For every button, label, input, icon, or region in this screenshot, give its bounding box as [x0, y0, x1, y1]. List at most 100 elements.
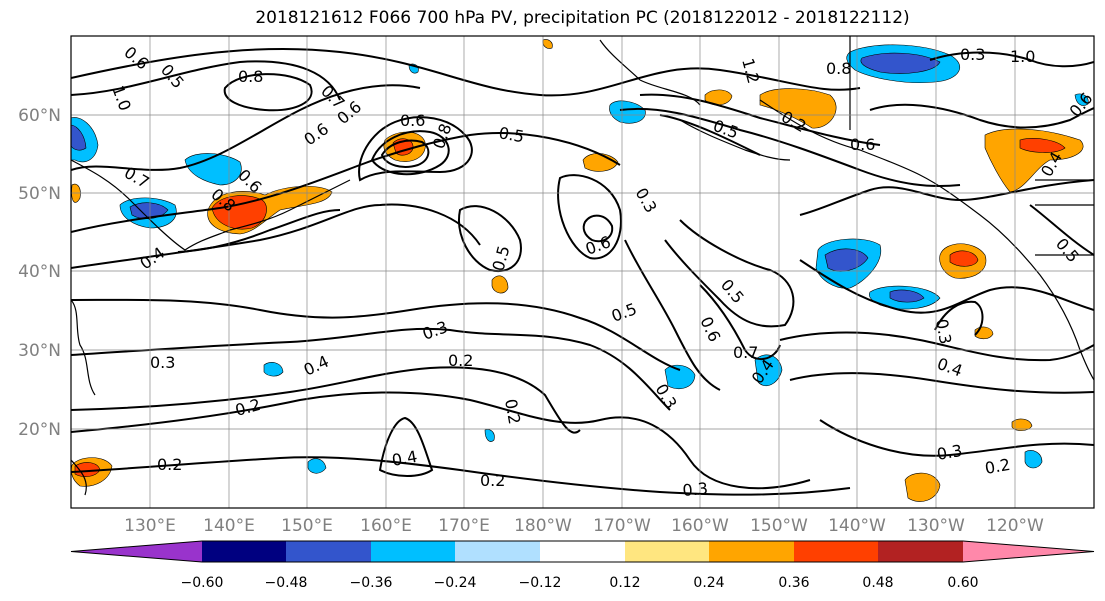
pv-contour-line — [71, 366, 581, 434]
colorbar-segment — [625, 541, 709, 562]
coastline — [229, 179, 351, 231]
colorbar-tick-label: −0.48 — [265, 575, 308, 591]
pv-contour-line — [71, 47, 861, 97]
lat-label: 50°N — [18, 184, 61, 204]
colorbar-tick-label: −0.36 — [350, 575, 393, 591]
pv-contour-line — [934, 300, 984, 336]
pv-contour-line — [358, 116, 473, 182]
precip-negative-area — [1074, 93, 1089, 106]
pv-contour-line — [819, 419, 1094, 457]
precip-negative-area — [307, 458, 327, 474]
pv-contour-line — [378, 416, 434, 477]
precip-positive-area — [542, 39, 553, 49]
coastline — [1035, 179, 1094, 256]
contour-label: 0.8 — [826, 59, 851, 78]
pv-contour-line — [624, 239, 721, 391]
lon-label: 160°W — [671, 516, 729, 536]
colorbar-segment — [71, 541, 202, 562]
gridlines — [71, 36, 1094, 508]
lon-label: 140°E — [203, 516, 255, 536]
precip-negative-strong-area — [860, 52, 941, 74]
colorbar-segment — [455, 541, 540, 562]
lat-label: 30°N — [18, 341, 61, 361]
precip-negative-area — [184, 153, 242, 186]
precip-positive-area — [904, 472, 941, 502]
lon-label: 170°E — [438, 516, 490, 536]
contour-label: 0.3 — [682, 479, 709, 500]
pv-contour-line — [869, 103, 1094, 129]
precip-negative-strong-area — [129, 202, 169, 219]
pv-contour-line — [659, 114, 761, 156]
map-panel — [71, 36, 1094, 508]
pv-contours — [71, 47, 1094, 496]
pv-contour-line — [71, 298, 681, 371]
pv-contour-line — [639, 93, 881, 146]
contour-label: 0.6 — [400, 111, 425, 130]
colorbar-segment — [540, 541, 625, 562]
longitude-labels: 130°E 140°E 150°E 160°E 170°E 180°W 170°… — [124, 516, 1044, 536]
pv-contour-line — [929, 51, 1094, 68]
coastline — [71, 159, 231, 251]
contour-label: 0.8 — [238, 67, 263, 86]
chart-title: 2018121612 F066 700 hPa PV, precipitatio… — [255, 8, 910, 28]
colorbar-segment — [794, 541, 878, 562]
colorbar-ticks: −0.60 −0.48 −0.36 −0.24 −0.12 0.12 0.24 … — [181, 575, 979, 591]
contour-label: 0.7 — [733, 343, 758, 362]
coastline — [71, 299, 96, 396]
colorbar-segment — [286, 541, 371, 562]
pv-contour-line — [177, 209, 341, 253]
coastline — [759, 99, 1094, 381]
pv-contour-line — [799, 259, 1094, 314]
precip-negative-strong-area — [889, 289, 925, 303]
colorbar-tick-label: 0.48 — [862, 575, 893, 591]
map-frame — [70, 35, 1095, 509]
coastline — [71, 459, 87, 496]
pv-contour-line — [619, 107, 961, 188]
colorbar: −0.60 −0.48 −0.36 −0.24 −0.12 0.12 0.24 … — [70, 540, 1095, 591]
lon-label: 150°W — [750, 516, 808, 536]
contour-label: 0.3 — [960, 45, 985, 64]
colorbar-tick-label: 0.12 — [609, 575, 640, 591]
precip-negative-area — [484, 429, 495, 442]
precip-strong-area — [1019, 138, 1066, 153]
pv-contour-line — [582, 214, 614, 243]
contour-label: 1.0 — [1010, 47, 1035, 66]
contour-label: 0.6 — [850, 135, 875, 154]
precip-negative-area — [664, 364, 696, 389]
lat-label: 40°N — [18, 262, 61, 282]
pv-contour-line — [71, 84, 421, 171]
lon-label: 170°W — [593, 516, 651, 536]
precip-negative-area — [1024, 450, 1043, 469]
lon-label: 140°W — [828, 516, 886, 536]
pv-contour-line — [380, 139, 430, 168]
pv-contour-line — [71, 327, 671, 411]
pv-contour-line — [71, 203, 481, 269]
lon-label: 150°E — [281, 516, 333, 536]
contour-label: 0.3 — [935, 441, 963, 464]
contour-label: 0.2 — [157, 455, 182, 474]
colorbar-segment — [963, 541, 1094, 562]
lon-label: 130°W — [907, 516, 965, 536]
colorbar-segment — [202, 541, 286, 562]
pv-contour-line — [71, 456, 851, 496]
pv-contour-line — [1029, 204, 1094, 256]
coastline — [599, 39, 701, 106]
pv-contour-line — [557, 174, 622, 260]
colorbar-segment — [371, 541, 455, 562]
coastlines — [71, 36, 1094, 496]
precip-negative-area — [754, 354, 783, 386]
precip-negative-strong-area — [71, 124, 87, 151]
lat-label: 60°N — [18, 106, 61, 126]
colorbar-segment — [709, 541, 794, 562]
colorbar-tick-label: 0.24 — [693, 575, 724, 591]
coastline — [679, 119, 791, 161]
contour-label: 0.4 — [390, 447, 418, 470]
latitude-labels: 60°N 50°N 40°N 30°N 20°N — [18, 106, 61, 440]
pv-contour-line — [71, 391, 811, 490]
contour-label: 0.3 — [932, 317, 955, 345]
colorbar-tick-label: −0.60 — [181, 575, 224, 591]
pv-contour-line — [370, 130, 450, 176]
contour-label: 0.2 — [501, 397, 524, 425]
pv-contour-line — [223, 73, 313, 112]
